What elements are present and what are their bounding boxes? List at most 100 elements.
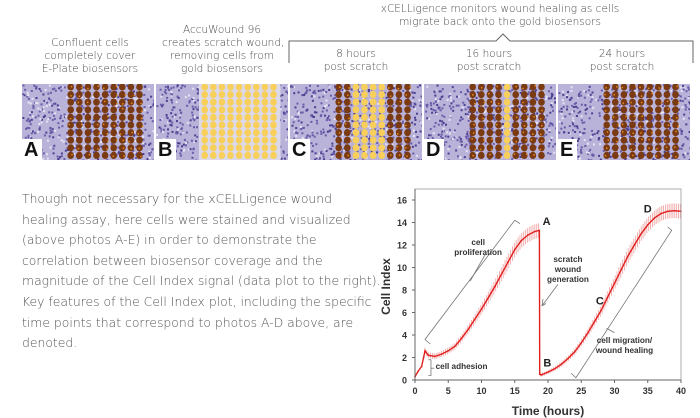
stain-speck	[676, 85, 678, 88]
cell-speckle	[87, 158, 90, 160]
biosensor-dot	[244, 98, 251, 106]
cell-speckle	[191, 156, 194, 159]
cell-speckle	[319, 157, 321, 160]
biosensor-dot	[495, 151, 502, 159]
biosensor-dot	[210, 151, 217, 159]
cell-speckle	[458, 146, 461, 148]
data-point	[600, 309, 602, 312]
cell-speckle	[171, 115, 174, 118]
cell-speckle	[425, 110, 428, 113]
biosensor-dot	[127, 113, 135, 121]
cell-speckle	[440, 133, 443, 136]
cell-speckle	[509, 128, 512, 131]
stain-speck	[116, 94, 118, 97]
cell-speckle	[340, 151, 343, 154]
stain-speck	[479, 148, 482, 151]
cell-speckle	[583, 132, 586, 135]
stain-speck	[336, 124, 339, 126]
cell-speckle	[411, 100, 414, 103]
cell-speckle	[687, 88, 690, 91]
cell-speckle	[301, 111, 304, 114]
cell-speckle	[679, 99, 682, 102]
cell-speckle	[437, 100, 440, 103]
biosensor-dot	[84, 91, 92, 99]
cell-speckle	[359, 132, 362, 135]
cell-speckle	[297, 91, 300, 94]
biosensor-dot	[235, 91, 243, 99]
cell-speckle	[74, 137, 77, 140]
cell-speckle	[328, 147, 331, 150]
biosensor-dot	[646, 98, 653, 106]
paragraph-line: correlation between biosensor coverage a…	[22, 252, 323, 268]
cell-speckle	[547, 90, 550, 93]
stain-speck	[115, 85, 118, 87]
cell-speckle	[69, 90, 72, 92]
cell-speckle	[74, 130, 77, 133]
cell-speckle	[73, 147, 76, 150]
cell-speckle	[291, 116, 293, 119]
cell-speckle	[500, 153, 503, 156]
cell-speckle	[475, 149, 478, 152]
biosensor-dot	[261, 136, 269, 144]
cell-speckle	[436, 84, 439, 87]
biosensor-dot	[67, 98, 74, 106]
photo-d: D	[424, 84, 556, 160]
cell-speckle	[286, 110, 288, 113]
cell-speckle	[75, 96, 78, 99]
cell-speckle	[100, 145, 103, 148]
cell-speckle	[284, 112, 287, 115]
cell-speckle	[432, 102, 435, 105]
cell-speckle	[465, 143, 468, 146]
stain-speck	[617, 123, 619, 126]
cell-speckle	[646, 120, 649, 123]
stain-speck	[81, 123, 83, 126]
biosensor-dot	[361, 113, 368, 121]
cell-speckle	[534, 89, 537, 92]
biosensor-dot	[655, 91, 662, 99]
cell-speckle	[171, 109, 174, 111]
cell-speckle	[179, 111, 182, 114]
cell-speckle	[583, 121, 586, 124]
cell-speckle	[566, 108, 568, 111]
biosensor-dot	[227, 84, 234, 91]
caption-d: 16 hours post scratch	[429, 48, 549, 74]
cell-speckle	[36, 131, 39, 133]
x-tick-label: 20	[543, 386, 553, 396]
cell-speckle	[159, 88, 162, 91]
cell-speckle	[634, 95, 637, 98]
cell-speckle	[367, 142, 370, 145]
cell-speckle	[100, 141, 103, 144]
cell-speckle	[654, 115, 657, 118]
cell-speckle	[416, 86, 419, 89]
cell-speckle	[419, 121, 422, 124]
biosensor-dot	[361, 121, 368, 129]
biosensor-dot	[663, 151, 671, 159]
cell-speckle	[118, 151, 121, 153]
cell-speckle	[617, 126, 620, 129]
biosensor-dot	[119, 151, 126, 159]
biosensor-dot	[210, 113, 217, 121]
scratch-label: scratch wound generation	[547, 255, 589, 284]
cell-speckle	[519, 155, 522, 158]
cell-speckle	[36, 102, 39, 105]
cell-speckle	[42, 93, 45, 96]
cell-speckle	[597, 138, 600, 141]
biosensor-dot	[253, 106, 260, 114]
cell-speckle	[421, 100, 422, 103]
cell-speckle	[299, 125, 302, 128]
cell-speckle	[46, 101, 48, 104]
cell-speckle	[350, 104, 353, 107]
cell-speckle	[196, 135, 199, 138]
cell-speckle	[553, 151, 556, 154]
cell-speckle	[46, 153, 48, 156]
cell-speckle	[339, 143, 342, 145]
stain-speck	[658, 87, 661, 89]
cell-speckle	[536, 123, 539, 126]
cell-speckle	[583, 139, 586, 141]
cell-speckle	[513, 159, 516, 160]
cell-speckle	[416, 136, 419, 138]
cell-speckle	[447, 159, 450, 160]
cell-speckle	[170, 93, 173, 96]
biosensor-dot	[672, 129, 679, 137]
biosensor-dot	[127, 151, 135, 159]
